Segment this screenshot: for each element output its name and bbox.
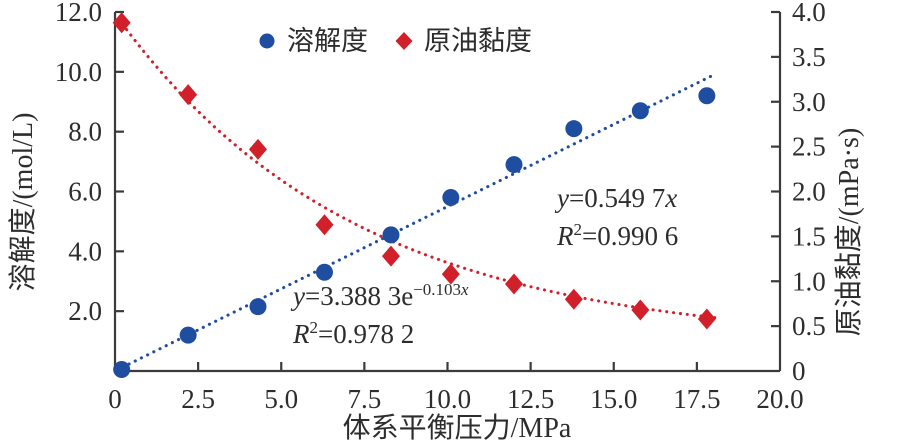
x-tick-label: 20.0 (756, 384, 803, 414)
data-point-solubility (565, 120, 583, 138)
x-tick-label: 15.0 (590, 384, 637, 414)
axes: 0 2.5 5.0 7.5 10.0 12.5 15.0 17.5 20.0 2.0 4.0 6.0 8… (55, 0, 826, 414)
right-tick-label: 0.5 (792, 311, 826, 341)
data-point-viscosity (381, 245, 400, 267)
blue-trend-equation: y=0.549 7x (557, 183, 678, 213)
blue-trend-annotation: y=0.549 7x R2=0.990 6 (557, 179, 678, 255)
viscosity-trend-curve (125, 28, 722, 320)
data-point-viscosity (112, 12, 131, 34)
data-point-viscosity (248, 138, 267, 160)
legend-label-solubility: 溶解度 (287, 26, 368, 56)
left-tick-label: 2.0 (68, 296, 102, 326)
data-point-viscosity (505, 273, 523, 295)
x-tick-label: 12.5 (507, 384, 554, 414)
left-tick-label: 4.0 (68, 236, 102, 266)
legend-label-viscosity: 原油黏度 (424, 26, 532, 56)
data-point-viscosity (441, 263, 460, 285)
left-axis-title: 溶解度/(mol/L) (7, 113, 39, 292)
red-trend-equation: y=3.388 3e−0.103x (293, 280, 469, 311)
solubility-trend-line (115, 74, 714, 372)
data-point-viscosity (631, 299, 650, 321)
trend-lines (115, 28, 722, 372)
x-tick-label: 2.5 (181, 384, 215, 414)
left-tick-label: 12.0 (55, 0, 102, 27)
right-axis-title: 原油黏度/(mPa·s) (833, 128, 865, 336)
x-tick-label: 17.5 (673, 384, 720, 414)
x-tick-label: 0 (108, 384, 122, 414)
data-point-solubility (442, 188, 460, 206)
data-point-solubility (249, 298, 267, 316)
red-trend-r-squared: R2=0.978 2 (293, 318, 415, 349)
right-tick-label: 2.5 (792, 132, 826, 162)
left-tick-label: 10.0 (55, 57, 102, 87)
red-trend-annotation: y=3.388 3e−0.103x R2=0.978 2 (293, 277, 469, 353)
data-point-viscosity (697, 308, 716, 330)
right-tick-label: 3.0 (792, 87, 826, 117)
data-points (112, 12, 716, 379)
right-tick-label: 4.0 (792, 0, 826, 27)
data-point-solubility (113, 361, 131, 379)
data-point-solubility (698, 87, 716, 105)
data-point-solubility (631, 102, 649, 120)
data-point-viscosity (315, 214, 334, 236)
data-point-viscosity (179, 84, 198, 106)
diamond-marker-icon (395, 32, 413, 50)
right-tick-label: 1.0 (792, 266, 826, 296)
right-tick-label: 3.5 (792, 42, 826, 72)
legend: 溶解度 原油黏度 (259, 26, 532, 56)
x-tick-label: 5.0 (264, 384, 298, 414)
data-point-solubility (382, 226, 400, 244)
data-point-viscosity (564, 288, 583, 310)
x-axis-title: 体系平衡压力/MPa (343, 412, 572, 444)
circle-marker-icon (259, 33, 275, 49)
left-tick-label: 8.0 (68, 117, 102, 147)
data-point-solubility (505, 156, 523, 174)
left-tick-label: 6.0 (68, 177, 102, 207)
x-tick-label: 7.5 (348, 384, 382, 414)
blue-trend-r-squared: R2=0.990 6 (557, 220, 679, 251)
right-tick-label: 0 (792, 356, 806, 386)
x-tick-label: 10.0 (424, 384, 471, 414)
data-point-solubility (315, 263, 333, 281)
data-point-solubility (179, 326, 197, 344)
right-tick-label: 2.0 (792, 177, 826, 207)
right-tick-label: 1.5 (792, 221, 826, 251)
